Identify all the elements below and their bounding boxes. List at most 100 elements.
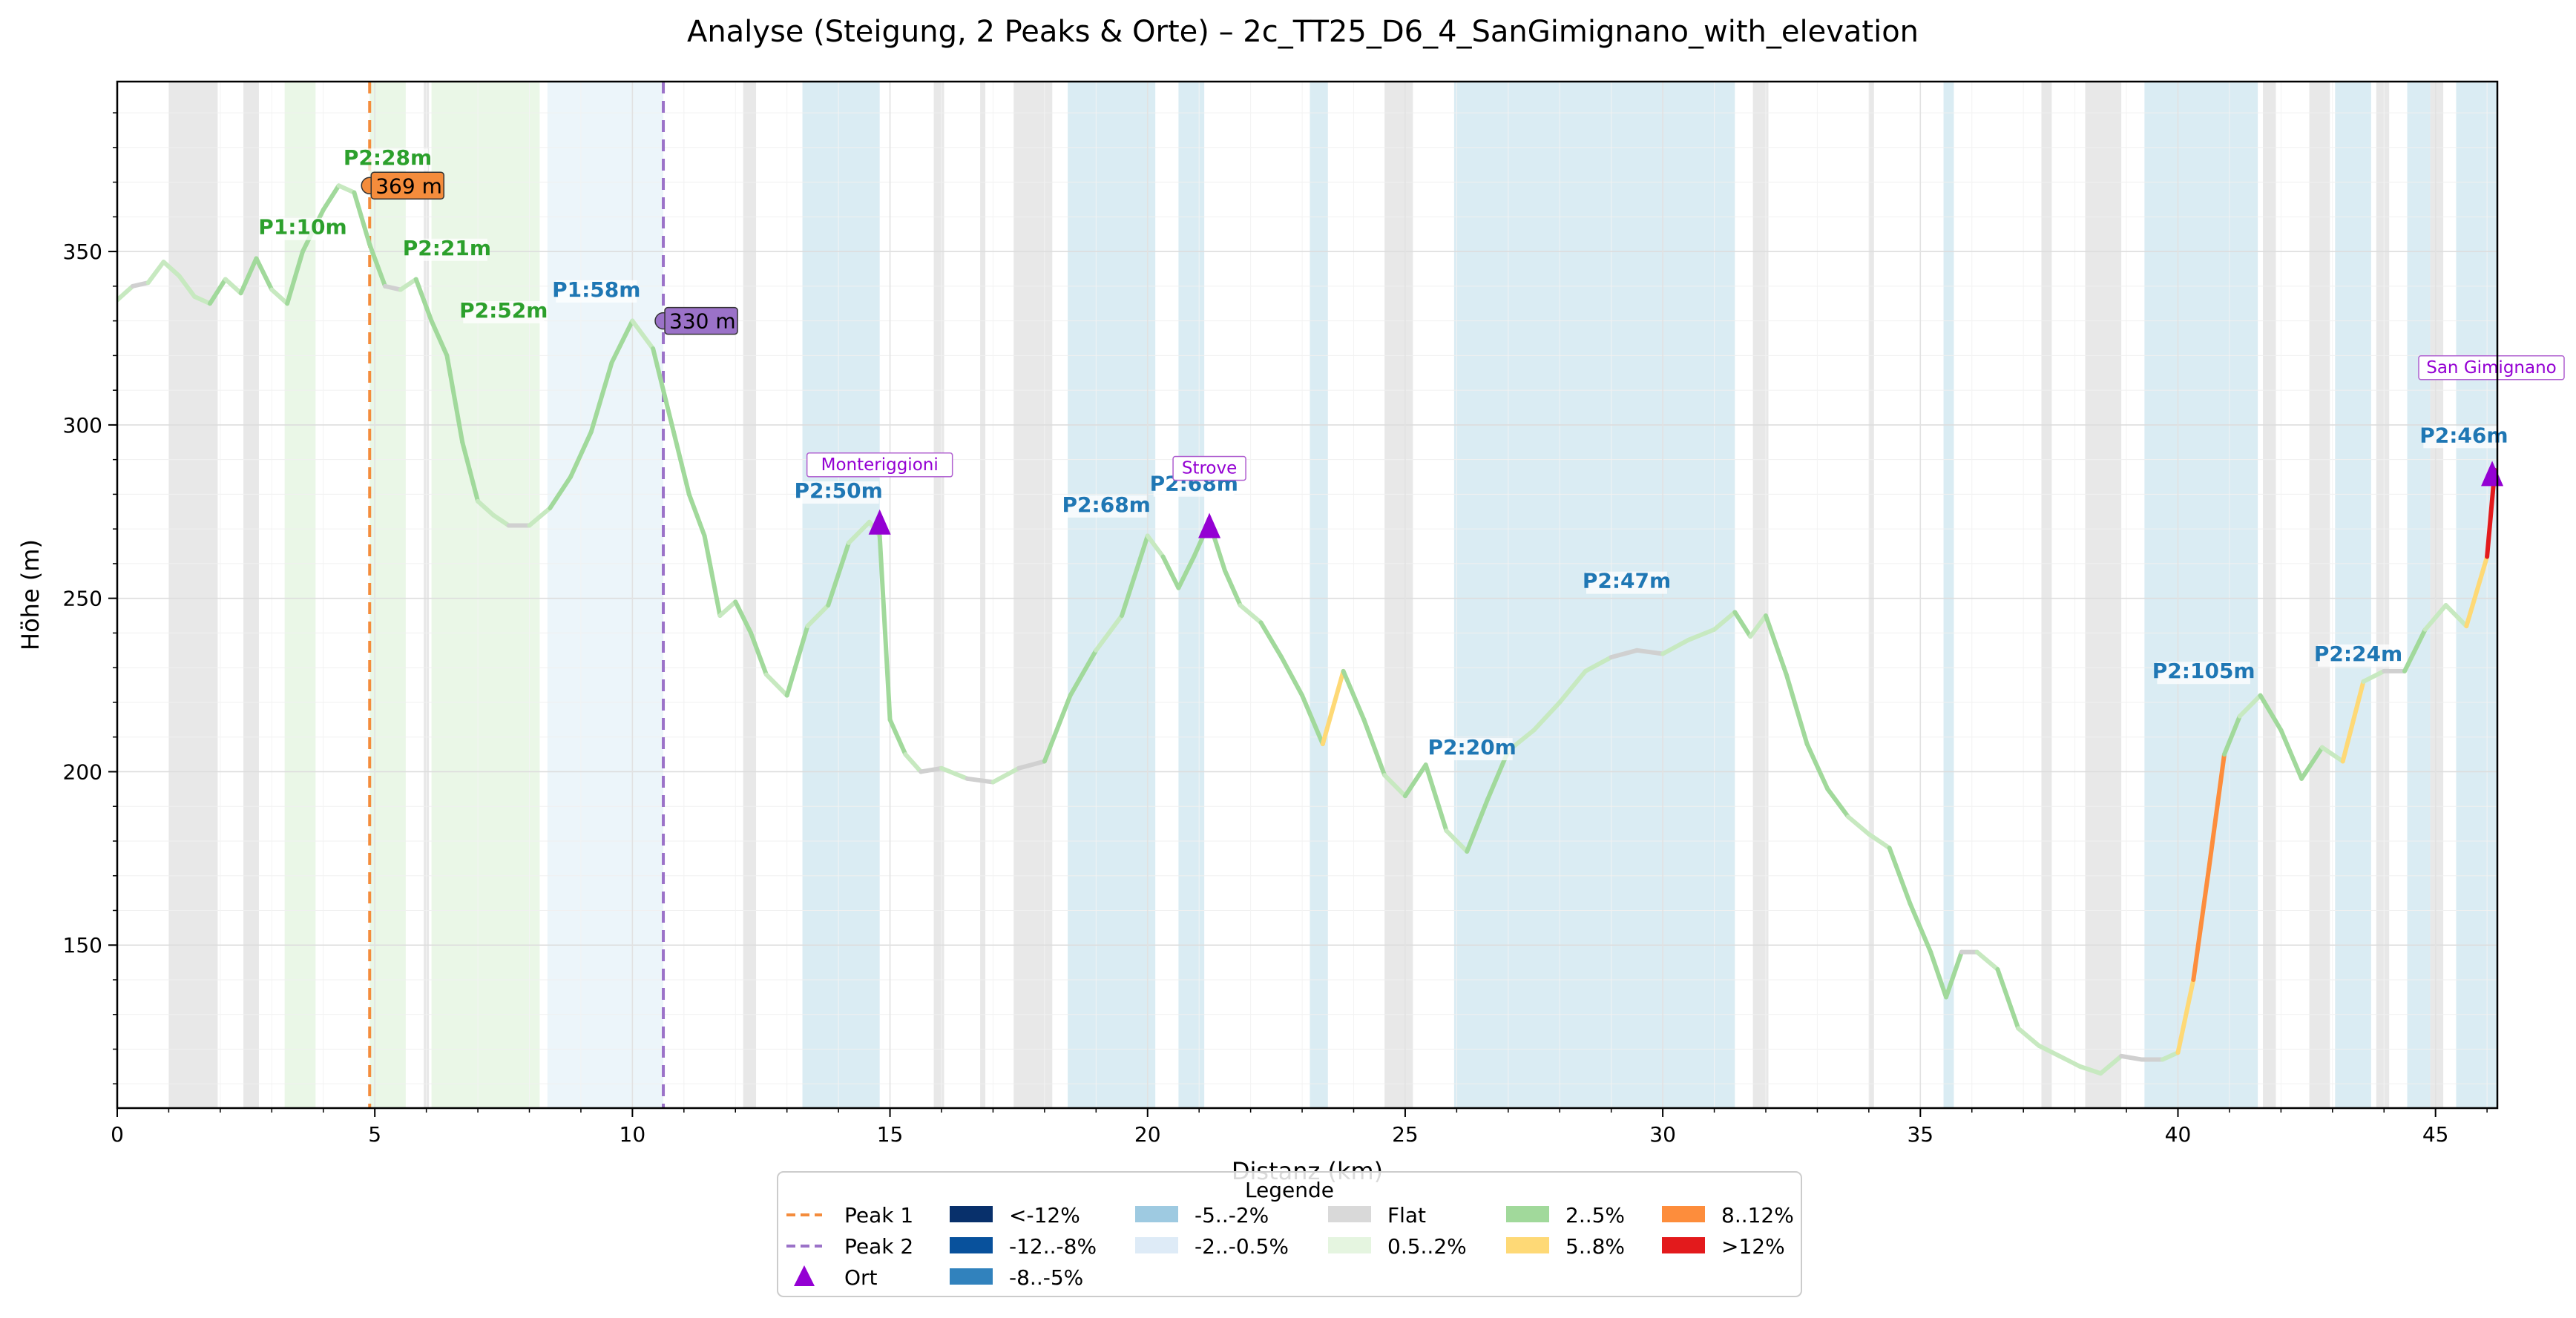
- place-marker: [1198, 513, 1221, 538]
- gradient-band: [2309, 82, 2330, 1108]
- elevation-segment: [903, 752, 924, 774]
- elevation-segment: [1660, 637, 1691, 656]
- segment-label-bg: [798, 481, 879, 504]
- grid-lines: [116, 82, 2497, 1108]
- elevation-segment: [413, 277, 434, 323]
- legend-label: Peak 2: [844, 1234, 913, 1259]
- elevation-segment: [2422, 603, 2448, 632]
- gradient-band: [980, 82, 986, 1108]
- gradient-band: [1453, 82, 1735, 1108]
- elevation-segment: [1732, 610, 1753, 639]
- elevation-segment: [130, 280, 151, 289]
- elevation-segment: [1042, 693, 1073, 764]
- elevation-segment: [1846, 814, 1871, 837]
- elevation-segment: [2077, 1064, 2103, 1076]
- elevation-segment: [847, 519, 872, 545]
- elevation-segment: [749, 630, 769, 677]
- place-marker: [868, 509, 891, 535]
- elevation-segment: [1320, 668, 1346, 747]
- gradient-band: [369, 82, 406, 1108]
- gradient-band: [1310, 82, 1328, 1108]
- elevation-segment: [352, 190, 372, 247]
- gradient-band: [168, 82, 218, 1108]
- x-tick-label: 30: [1649, 1122, 1676, 1147]
- axes: 150 200 250 300 350 0 5 10 15 20 25 30 35 40 45: [63, 112, 2488, 1147]
- elevation-segment: [805, 603, 831, 629]
- x-tick-label: 0: [111, 1122, 124, 1147]
- place-label-box: [1172, 455, 1246, 481]
- elevation-segment: [2191, 866, 2212, 982]
- elevation-segment: [1825, 786, 1851, 820]
- legend-label: -2..-0.5%: [1195, 1234, 1289, 1259]
- elevation-segment: [223, 277, 243, 296]
- elevation-segment: [1866, 831, 1892, 851]
- legend-label: Ort: [844, 1265, 878, 1290]
- legend-label: -12..-8%: [1009, 1234, 1097, 1259]
- elevation-segment: [1928, 949, 1949, 1000]
- elevation-segment: [1176, 554, 1197, 590]
- elevation-segment: [2037, 1043, 2062, 1058]
- elevation-segment: [1944, 949, 1964, 1000]
- peak-label: 330 m: [669, 309, 736, 334]
- gradient-band: [2376, 82, 2390, 1108]
- elevation-segment: [1382, 773, 1407, 799]
- peak-label-box: [664, 306, 738, 335]
- elevation-segment: [2443, 603, 2469, 629]
- elevation-segment: [733, 599, 754, 636]
- elevation-segment: [2361, 668, 2387, 684]
- elevation-segment: [2299, 745, 2324, 781]
- elevation-segment: [1974, 949, 2000, 972]
- elevation-segment: [568, 429, 594, 480]
- elevation-segment: [476, 498, 496, 518]
- segment-label-bg: [1586, 571, 1668, 594]
- elevation-segment: [1784, 672, 1810, 747]
- elevation-segment: [1423, 762, 1449, 833]
- elevation-segment: [398, 277, 418, 292]
- legend-label: >12%: [1721, 1234, 1785, 1259]
- elevation-segment: [367, 242, 388, 289]
- segment-label: P2:46m: [2419, 423, 2508, 447]
- segment-label-bg: [2318, 644, 2399, 667]
- elevation-segment: [161, 260, 182, 278]
- elevation-segment: [877, 533, 893, 722]
- legend-color-swatch: [1328, 1237, 1371, 1253]
- elevation-segment: [1887, 846, 1913, 906]
- segment-label: P2:68m: [1062, 492, 1151, 517]
- elevation-segment: [1222, 568, 1243, 608]
- elevation-segment: [192, 294, 212, 306]
- gradient-band: [2430, 82, 2444, 1108]
- elevation-segment: [1583, 655, 1614, 673]
- elevation-segment: [383, 283, 403, 292]
- elevation-segment: [1238, 603, 1264, 625]
- elevation-segment: [1160, 554, 1181, 590]
- place-label: San Gimignano: [2426, 358, 2557, 378]
- legend-color-swatch: [1135, 1237, 1178, 1253]
- peak-label-box: [370, 171, 444, 200]
- segment-label-bg: [406, 238, 487, 261]
- elevation-segment: [919, 765, 944, 774]
- gradient-band: [2335, 82, 2371, 1108]
- elevation-segment: [2402, 627, 2428, 673]
- legend-label: 0.5..2%: [1387, 1234, 1467, 1259]
- legend-color-swatch: [1328, 1206, 1371, 1222]
- segment-label: P2:52m: [459, 298, 548, 323]
- segment-label-bg: [463, 300, 545, 323]
- legend-marker-swatch: [794, 1265, 815, 1286]
- legend-label: Peak 1: [844, 1203, 913, 1228]
- elevation-segment: [784, 624, 810, 698]
- elevation-segment: [1341, 668, 1367, 722]
- x-tick-label: 25: [1392, 1122, 1419, 1147]
- x-tick-label: 20: [1134, 1122, 1161, 1147]
- elevation-segment: [1748, 613, 1768, 639]
- elevation-segment: [939, 765, 970, 781]
- elevation-segment: [238, 256, 259, 296]
- segment-label-bg: [1065, 495, 1147, 518]
- elevation-segment: [887, 717, 908, 757]
- legend-label: 5..8%: [1565, 1234, 1625, 1259]
- elevation-segment: [429, 318, 450, 358]
- elevation-segment: [1465, 797, 1491, 854]
- elevation-segment: [444, 353, 465, 445]
- elevation-segment: [1094, 613, 1125, 653]
- gradient-band: [1943, 82, 1954, 1108]
